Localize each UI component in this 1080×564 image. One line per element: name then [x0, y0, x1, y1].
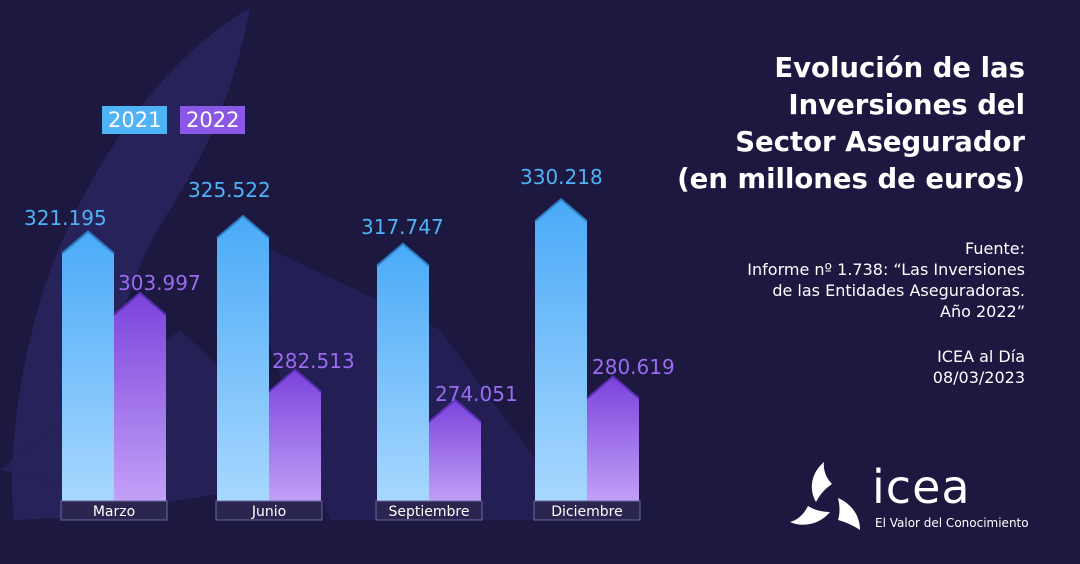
bar-top-edge: [113, 291, 167, 316]
category-label-marzo: Marzo: [93, 504, 135, 520]
category-strip: [60, 500, 168, 521]
bar-top-edge: [586, 375, 640, 400]
data-label-2021-septiembre: 317.747: [361, 215, 444, 239]
bar-top-edge: [376, 242, 430, 267]
source-line: Año 2022”: [940, 302, 1025, 321]
data-label-2022-marzo: 303.997: [118, 271, 201, 295]
bar-2021-junio: [217, 215, 269, 505]
bar-2022-septiembre: [429, 399, 481, 505]
data-label-2022-junio: 282.513: [272, 349, 355, 373]
category-strip: [215, 500, 323, 521]
legend-2021: 2021: [102, 106, 168, 134]
category-strip: [375, 500, 483, 521]
bar-top-edge: [216, 214, 270, 239]
data-label-2021-marzo: 321.195: [24, 206, 107, 230]
category-strip: [533, 500, 641, 521]
data-label-2022-diciembre: 280.619: [592, 355, 675, 379]
category-label-junio: Junio: [251, 504, 286, 520]
source-line: de las Entidades Aseguradoras.: [772, 281, 1025, 300]
data-label-2022-septiembre: 274.051: [435, 382, 518, 406]
icea-logo: icea El Valor del Conocimiento: [786, 458, 1046, 538]
logo-wordmark: icea: [872, 460, 971, 514]
bar-top-edge: [534, 197, 588, 222]
category-label-septiembre: Septiembre: [389, 504, 470, 520]
bar-top-edge: [61, 230, 115, 255]
source-line: Fuente:: [965, 239, 1025, 258]
bar-top-edge: [268, 368, 322, 393]
footer-line: ICEA al Día: [937, 347, 1025, 366]
title-line: (en millones de euros): [677, 163, 1025, 195]
bar-2021-diciembre: [535, 199, 587, 505]
bar-2022-diciembre: [587, 376, 639, 505]
bar-2021-septiembre: [377, 243, 429, 505]
title-line: Inversiones del: [788, 89, 1025, 121]
bar-2021-marzo: [62, 231, 114, 506]
triskelion-logo-icon: [790, 462, 860, 530]
logo-tagline: El Valor del Conocimiento: [875, 516, 1029, 530]
data-label-2021-junio: 325.522: [188, 178, 271, 202]
footer-credit: ICEA al Día 08/03/2023: [725, 346, 1025, 388]
category-label-diciembre: Diciembre: [551, 504, 622, 520]
title-line: Sector Asegurador: [735, 126, 1025, 158]
legend-2022: 2022: [180, 106, 246, 134]
footer-date: 08/03/2023: [932, 368, 1025, 387]
title-line: Evolución de las: [774, 52, 1025, 84]
source-note: Fuente: Informe nº 1.738: “Las Inversion…: [605, 238, 1025, 322]
bar-2022-junio: [269, 369, 321, 505]
chart-title: Evolución de las Inversiones del Sector …: [625, 50, 1025, 198]
bar-2022-marzo: [114, 292, 166, 505]
bar-top-edge: [428, 398, 482, 423]
source-line: Informe nº 1.738: “Las Inversiones: [747, 260, 1025, 279]
data-label-2021-diciembre: 330.218: [520, 165, 603, 189]
